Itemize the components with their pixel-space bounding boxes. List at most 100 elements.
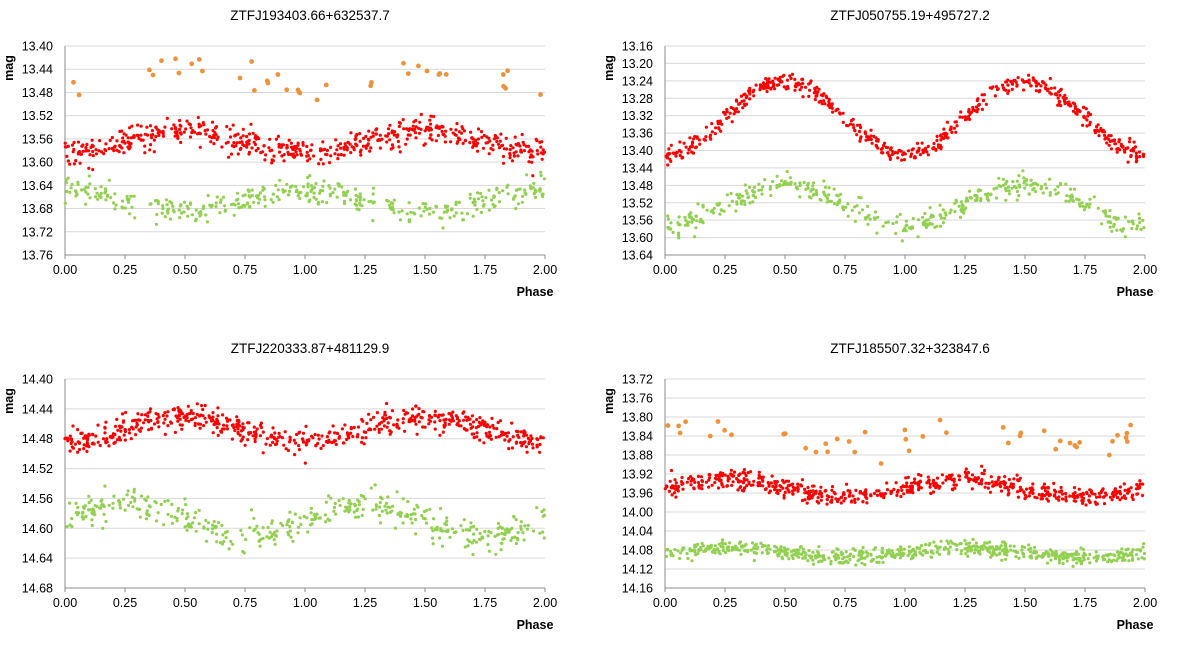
data-point xyxy=(1107,143,1111,147)
data-point xyxy=(811,184,815,188)
data-point xyxy=(1034,89,1038,93)
data-point xyxy=(182,210,186,214)
data-point xyxy=(464,528,469,532)
data-point xyxy=(802,180,806,185)
data-point xyxy=(386,495,390,499)
data-point xyxy=(773,481,777,485)
data-point xyxy=(77,447,82,452)
data-point xyxy=(991,484,995,488)
data-point xyxy=(942,547,946,551)
data-point xyxy=(673,478,677,482)
data-point xyxy=(336,182,340,186)
y-tick-label: 13.56 xyxy=(22,132,53,146)
data-point xyxy=(405,137,409,141)
data-point xyxy=(91,149,95,154)
data-point xyxy=(761,84,766,88)
data-point xyxy=(216,521,221,525)
data-point xyxy=(324,500,328,504)
data-point xyxy=(332,505,337,509)
data-point xyxy=(815,191,819,195)
data-point xyxy=(896,547,900,552)
data-point xyxy=(1138,479,1142,483)
data-point xyxy=(891,221,895,226)
data-point xyxy=(803,445,809,451)
data-point xyxy=(689,479,693,483)
data-point xyxy=(433,409,437,413)
data-point xyxy=(676,423,681,429)
data-point xyxy=(825,494,829,498)
data-point xyxy=(939,539,943,543)
x-tick-label: 1.25 xyxy=(953,263,977,277)
data-point xyxy=(496,420,500,425)
data-point xyxy=(779,545,783,549)
data-point xyxy=(297,191,301,195)
data-point xyxy=(900,158,904,162)
data-point xyxy=(463,139,467,143)
data-point xyxy=(1056,96,1060,100)
data-point xyxy=(855,123,860,127)
data-point xyxy=(115,417,119,421)
data-point xyxy=(395,134,399,138)
data-point xyxy=(433,420,437,424)
data-point xyxy=(1045,561,1050,565)
data-point xyxy=(222,204,227,208)
data-point xyxy=(742,102,746,106)
data-point xyxy=(206,521,211,525)
data-point xyxy=(492,195,496,199)
data-point xyxy=(293,453,297,457)
data-point xyxy=(491,423,495,428)
data-point xyxy=(1040,494,1044,498)
data-point xyxy=(390,509,394,513)
data-point xyxy=(176,136,180,140)
data-point xyxy=(1077,198,1081,202)
y-tick-label: 13.16 xyxy=(622,40,653,54)
data-point xyxy=(129,500,133,505)
data-point xyxy=(305,150,309,154)
data-point xyxy=(1107,134,1111,138)
data-point xyxy=(201,407,205,412)
data-point xyxy=(525,173,529,177)
data-point xyxy=(215,540,219,544)
data-point xyxy=(881,224,885,228)
data-point xyxy=(90,518,94,522)
data-point xyxy=(66,176,70,180)
data-point xyxy=(196,115,200,120)
data-point xyxy=(72,140,76,145)
data-point xyxy=(156,131,160,135)
data-point xyxy=(333,501,337,506)
data-point xyxy=(704,135,708,139)
data-point xyxy=(683,419,688,425)
data-point xyxy=(1119,142,1123,146)
data-point xyxy=(851,117,855,121)
data-point xyxy=(987,481,991,486)
data-point xyxy=(136,123,140,127)
data-point xyxy=(1054,192,1058,196)
data-point xyxy=(431,542,435,546)
data-point xyxy=(163,499,167,503)
data-point xyxy=(705,208,709,212)
data-point xyxy=(203,403,207,408)
data-point xyxy=(1064,182,1068,186)
data-point xyxy=(406,500,410,504)
data-point xyxy=(904,229,908,233)
data-point xyxy=(694,226,698,230)
data-point xyxy=(706,544,710,548)
data-point xyxy=(1122,148,1126,152)
data-point xyxy=(928,206,932,210)
data-point xyxy=(768,187,772,191)
data-point xyxy=(1121,555,1125,559)
data-point xyxy=(365,421,369,425)
data-point xyxy=(964,467,968,471)
data-point xyxy=(721,548,725,552)
data-point xyxy=(454,200,458,204)
data-point xyxy=(959,200,963,204)
data-point xyxy=(888,156,892,160)
data-point xyxy=(514,441,519,445)
data-point xyxy=(191,411,195,416)
data-point xyxy=(305,159,310,163)
data-point xyxy=(369,418,373,422)
data-point xyxy=(742,468,746,472)
series-green xyxy=(65,483,547,557)
data-point xyxy=(1048,76,1052,81)
data-point xyxy=(981,547,985,551)
